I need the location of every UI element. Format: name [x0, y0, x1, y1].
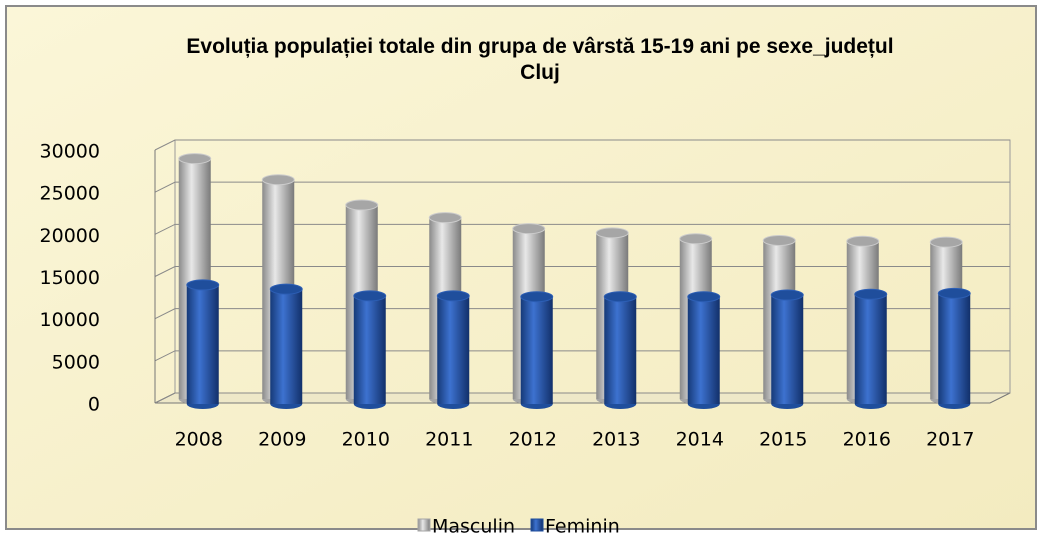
- cylinder-top: [436, 290, 470, 302]
- y-tick-label: 10000: [40, 309, 100, 331]
- cylinder: [436, 290, 470, 409]
- x-tick-label: 2016: [843, 429, 891, 451]
- grid-line: [154, 181, 1010, 193]
- chart-title: Evoluția populației totale din grupa de …: [186, 35, 893, 84]
- bar: [520, 296, 553, 404]
- cylinder: [269, 283, 303, 409]
- cylinder-top: [428, 212, 462, 224]
- cylinder-top: [770, 289, 804, 301]
- cylinder-top: [512, 223, 546, 235]
- cylinder: [687, 291, 721, 409]
- grid-line: [154, 139, 1010, 151]
- legend-label: Feminin: [545, 516, 620, 536]
- cylinder-top: [846, 235, 880, 247]
- cylinder-top: [679, 233, 713, 245]
- x-tick-label: 2011: [425, 429, 473, 451]
- cylinder-top: [603, 291, 637, 303]
- bar: [771, 295, 804, 404]
- bar: [604, 296, 637, 404]
- x-tick-label: 2008: [175, 429, 223, 451]
- x-tick-label: 2017: [926, 429, 974, 451]
- cylinder-top: [520, 291, 554, 303]
- grid-line: [154, 392, 1010, 404]
- y-tick-label: 15000: [40, 267, 100, 289]
- cylinder-top: [687, 291, 721, 303]
- grid-line: [154, 223, 1010, 235]
- legend-swatch: [530, 518, 544, 532]
- cylinder-top: [261, 174, 295, 186]
- y-tick-label: 25000: [40, 183, 100, 205]
- bar: [270, 289, 303, 404]
- grid-line: [154, 350, 1010, 362]
- cylinder-top: [353, 290, 387, 302]
- cylinder-top: [854, 288, 888, 300]
- bar: [353, 295, 386, 404]
- cylinder-top: [186, 279, 220, 291]
- cylinder-top: [937, 287, 971, 299]
- cylinder: [770, 289, 804, 409]
- y-tick-label: 20000: [40, 225, 100, 247]
- x-tick-label: 2010: [342, 429, 390, 451]
- x-tick-label: 2015: [759, 429, 807, 451]
- cylinder: [854, 288, 888, 409]
- cylinder: [603, 291, 637, 409]
- legend-label: Masculin: [432, 516, 515, 536]
- cylinder-top: [345, 199, 379, 211]
- x-tick-label: 2009: [258, 429, 306, 451]
- bar: [938, 293, 971, 404]
- cylinder-top: [178, 153, 212, 165]
- cylinder: [520, 291, 554, 409]
- y-tick-label: 30000: [40, 141, 100, 163]
- cylinder-top: [595, 227, 629, 239]
- bar: [186, 284, 219, 404]
- x-tick-label: 2014: [676, 429, 724, 451]
- bar: [437, 295, 470, 404]
- x-tick-label: 2013: [592, 429, 640, 451]
- grid-line: [154, 308, 1010, 320]
- y-tick-label: 0: [88, 394, 100, 416]
- cylinder: [186, 279, 220, 409]
- bar: [687, 296, 720, 404]
- y-tick-label: 5000: [52, 351, 100, 373]
- bar: [854, 294, 887, 404]
- x-tick-label: 2012: [509, 429, 557, 451]
- cylinder-top: [762, 234, 796, 246]
- legend-swatch: [417, 518, 431, 532]
- cylinder: [353, 290, 387, 409]
- cylinder-top: [929, 236, 963, 248]
- cylinder: [937, 287, 971, 409]
- cylinder-top: [269, 283, 303, 295]
- grid-line: [154, 266, 1010, 277]
